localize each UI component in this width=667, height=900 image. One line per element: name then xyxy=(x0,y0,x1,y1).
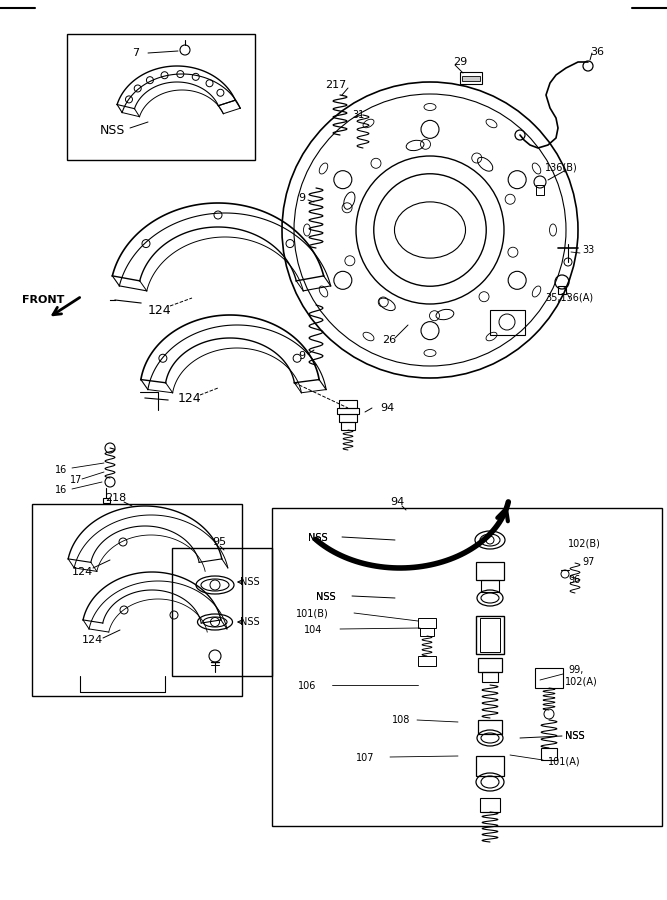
Text: 99,: 99, xyxy=(568,665,584,675)
Text: 26: 26 xyxy=(382,335,396,345)
Text: NSS: NSS xyxy=(316,592,336,602)
Text: 101(B): 101(B) xyxy=(296,609,329,619)
Text: 124: 124 xyxy=(82,635,103,645)
Text: 95: 95 xyxy=(212,537,226,547)
Bar xyxy=(341,422,355,430)
Text: NSS: NSS xyxy=(565,731,584,741)
Text: 94: 94 xyxy=(390,497,404,507)
Bar xyxy=(480,798,500,812)
Text: 35,136(A): 35,136(A) xyxy=(545,293,593,303)
Text: 16: 16 xyxy=(55,465,67,475)
Bar xyxy=(490,310,525,335)
Bar xyxy=(339,414,357,422)
Bar xyxy=(172,548,272,676)
Bar xyxy=(541,748,557,760)
Bar xyxy=(481,580,499,592)
Bar xyxy=(67,34,255,160)
Text: 94: 94 xyxy=(380,403,394,413)
Text: 31: 31 xyxy=(352,110,364,120)
Text: NSS: NSS xyxy=(316,592,336,602)
Text: 102(A): 102(A) xyxy=(565,677,598,687)
Bar xyxy=(462,76,480,81)
Text: 124: 124 xyxy=(72,567,93,577)
Bar xyxy=(339,400,357,408)
Text: 33: 33 xyxy=(582,245,594,255)
Text: 124: 124 xyxy=(178,392,201,404)
Text: NSS: NSS xyxy=(308,533,327,543)
Text: 136(B): 136(B) xyxy=(545,163,578,173)
Bar xyxy=(476,562,504,580)
Text: 124: 124 xyxy=(148,303,171,317)
Text: 29: 29 xyxy=(453,57,468,67)
Text: FRONT: FRONT xyxy=(22,295,65,305)
Bar xyxy=(536,185,544,195)
Text: 96: 96 xyxy=(568,575,580,585)
Text: 97: 97 xyxy=(582,557,594,567)
Text: 7: 7 xyxy=(132,48,139,58)
Bar xyxy=(482,672,498,682)
Text: NSS: NSS xyxy=(240,577,259,587)
Text: 9: 9 xyxy=(298,193,305,203)
Bar xyxy=(476,616,504,654)
Text: 107: 107 xyxy=(356,753,374,763)
Text: 17: 17 xyxy=(70,475,83,485)
Bar xyxy=(558,286,566,294)
Text: 218: 218 xyxy=(105,493,126,503)
Text: 104: 104 xyxy=(304,625,322,635)
Text: NSS: NSS xyxy=(240,617,259,627)
Bar xyxy=(32,504,242,696)
Text: 106: 106 xyxy=(298,681,316,691)
Text: 36: 36 xyxy=(590,47,604,57)
Bar xyxy=(460,72,482,84)
Text: 217: 217 xyxy=(325,80,346,90)
Bar xyxy=(535,668,563,688)
Bar xyxy=(476,756,504,776)
Text: NSS: NSS xyxy=(100,123,125,137)
Text: 16: 16 xyxy=(55,485,67,495)
Text: 108: 108 xyxy=(392,715,410,725)
Bar xyxy=(103,498,110,503)
Text: NSS: NSS xyxy=(308,533,327,543)
Text: NSS: NSS xyxy=(565,731,584,741)
Text: 9: 9 xyxy=(298,351,305,361)
Bar xyxy=(420,628,434,636)
Bar xyxy=(478,658,502,672)
Bar xyxy=(418,656,436,666)
Text: 101(A): 101(A) xyxy=(548,757,581,767)
Bar xyxy=(478,720,502,734)
Bar xyxy=(337,408,359,414)
Bar xyxy=(480,618,500,652)
Bar xyxy=(272,508,662,826)
Bar xyxy=(418,618,436,628)
Text: 102(B): 102(B) xyxy=(568,539,601,549)
